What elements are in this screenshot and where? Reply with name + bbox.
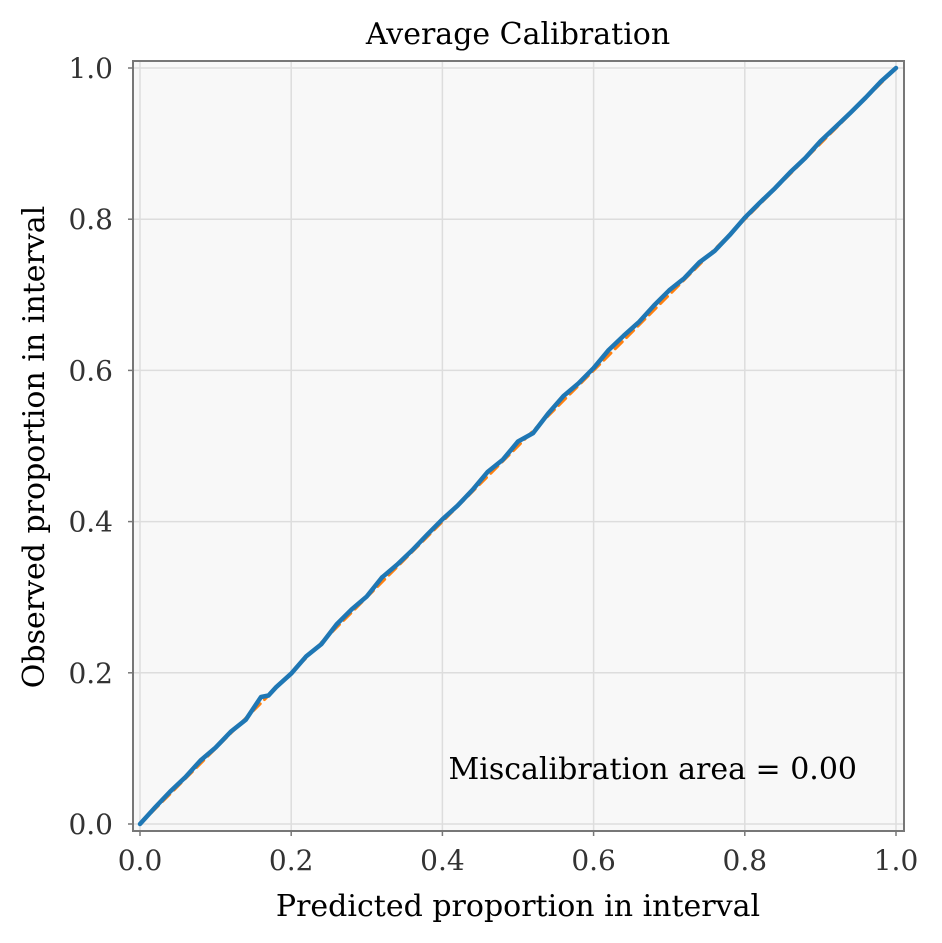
series-group — [137, 65, 899, 827]
y-tick-label: 0.6 — [68, 354, 113, 387]
y-tick-label: 0.4 — [68, 506, 113, 539]
x-tick-label: 0.6 — [571, 844, 616, 877]
grid-lines — [133, 61, 904, 831]
x-tick-label: 0.2 — [269, 844, 314, 877]
miscalibration-annotation: Miscalibration area = 0.00 — [449, 752, 857, 787]
x-tick-label: 0.8 — [723, 844, 768, 877]
x-tick-label: 0.4 — [420, 844, 465, 877]
y-tick-label: 1.0 — [68, 52, 113, 85]
observed-calibration-line — [137, 65, 899, 827]
tick-group: 0.0 0.2 0.4 0.6 0.8 1.0 0.0 0.2 0.4 0.6 0.8 1.0 — [68, 52, 918, 877]
x-axis-label: Predicted proportion in interval — [276, 889, 760, 924]
y-tick-label: 0.2 — [68, 657, 113, 690]
plot-frame — [132, 60, 905, 832]
y-tick-label: 0.0 — [68, 808, 113, 841]
x-tick-label: 1.0 — [874, 844, 919, 877]
y-axis-label: Observed proportion in interval — [17, 206, 52, 688]
y-tick-label: 0.8 — [68, 203, 113, 236]
chart-title: Average Calibration — [365, 17, 670, 52]
x-tick-label: 0.0 — [118, 844, 163, 877]
